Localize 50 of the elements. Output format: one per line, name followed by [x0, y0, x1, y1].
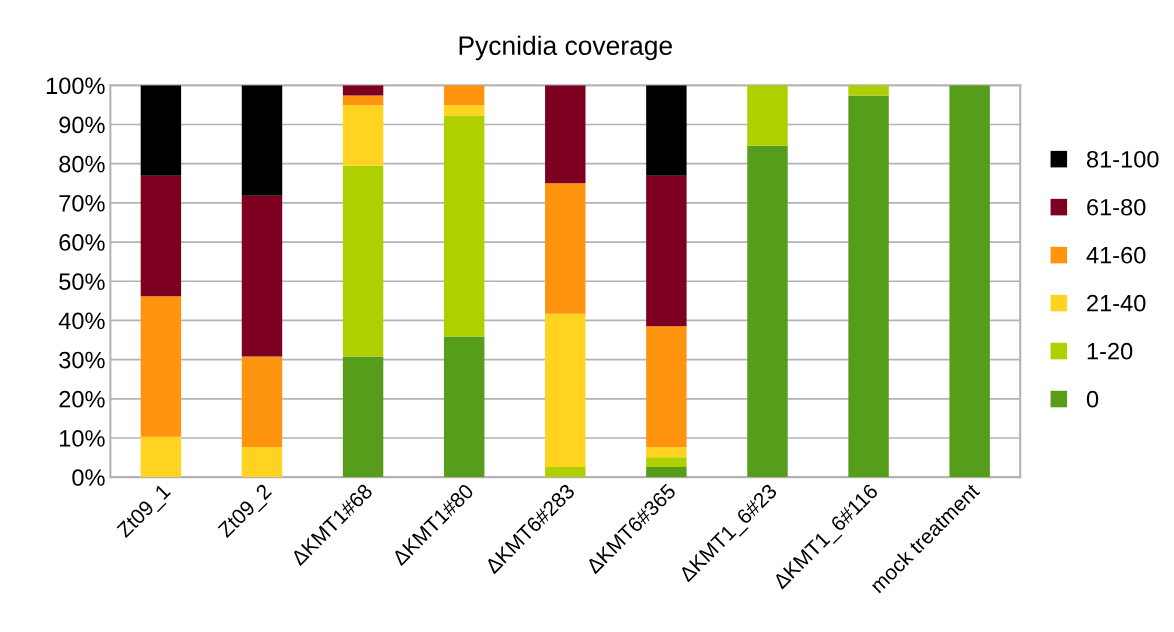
bar — [342, 85, 384, 96]
bar — [646, 446, 687, 458]
y-tick-label: 30% — [59, 351, 105, 369]
bar — [747, 85, 788, 146]
bar — [140, 296, 182, 437]
y-tick-label: 70% — [59, 194, 105, 212]
y-tick-label: 100% — [46, 77, 105, 95]
bar — [140, 85, 182, 176]
y-tick-label: 10% — [60, 430, 105, 447]
y-tick-label: 40% — [58, 312, 105, 330]
y-tick-label: 90% — [59, 116, 105, 134]
legend-label: 0 — [1086, 390, 1099, 408]
bar — [342, 105, 384, 166]
bar — [241, 356, 283, 447]
y-tick-label: 20% — [59, 390, 105, 408]
bar — [646, 326, 687, 447]
bar — [646, 457, 687, 467]
chart-title: Pycnidia coverage — [459, 35, 672, 61]
bar — [342, 95, 384, 106]
bar — [443, 85, 485, 106]
bar — [747, 145, 788, 478]
bar — [342, 165, 384, 357]
bar — [646, 85, 687, 176]
bar — [342, 356, 384, 478]
bar — [848, 85, 889, 96]
legend-label: 81-100 — [1087, 150, 1159, 168]
bar — [848, 95, 889, 478]
bar — [443, 105, 485, 116]
bar — [646, 175, 687, 327]
bar — [545, 85, 586, 184]
bar — [140, 175, 182, 297]
bar — [545, 466, 586, 478]
bar — [241, 85, 283, 196]
bar — [646, 466, 687, 478]
bar — [241, 195, 283, 357]
bar — [545, 313, 586, 467]
y-tick-label: 50% — [59, 273, 105, 291]
bar — [949, 85, 990, 478]
bar — [140, 436, 182, 478]
bar — [443, 336, 485, 478]
legend-label: 21-40 — [1087, 294, 1146, 312]
bar — [443, 115, 485, 337]
bar — [241, 446, 283, 478]
legend-label: 41-60 — [1086, 246, 1146, 264]
y-tick-label: 0% — [72, 469, 105, 486]
legend-label: 1-20 — [1087, 342, 1133, 360]
y-tick-label: 60% — [59, 234, 105, 251]
y-tick-label: 80% — [59, 155, 105, 173]
bar — [545, 183, 586, 314]
legend-label: 61-80 — [1087, 198, 1146, 216]
